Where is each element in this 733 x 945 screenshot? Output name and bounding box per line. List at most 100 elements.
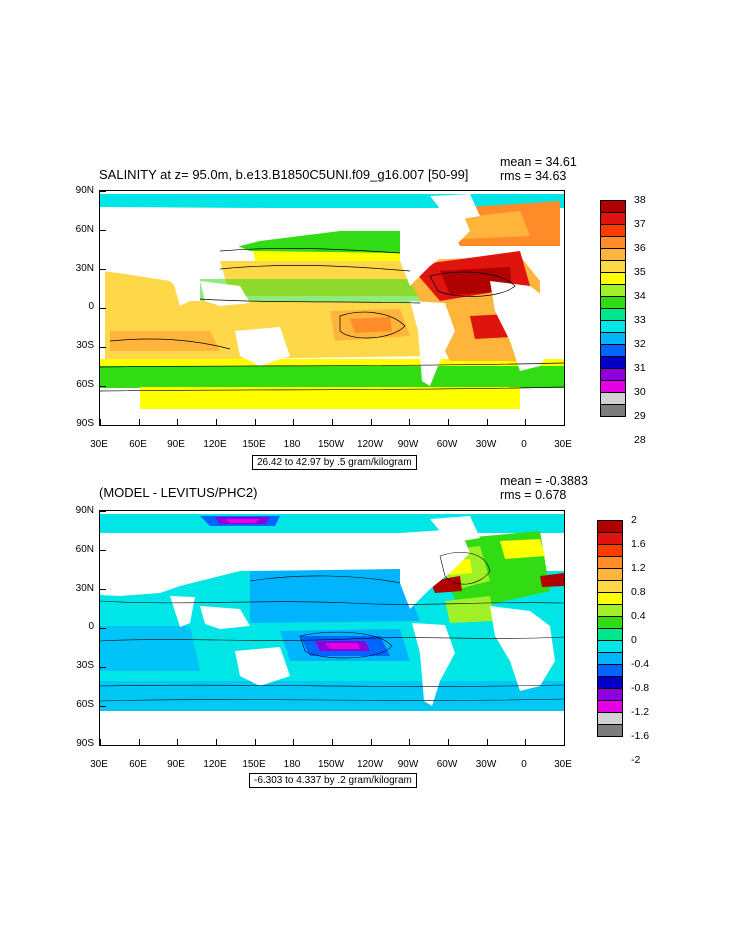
y-tick: 90N	[75, 185, 94, 196]
x-tick: 0	[521, 759, 527, 770]
x-tick: 90E	[167, 759, 185, 770]
legend-swatch	[597, 724, 623, 737]
x-tick: 30E	[90, 439, 108, 450]
tick-mark	[177, 739, 179, 745]
tick-mark	[564, 739, 565, 745]
legend-label: -2	[631, 754, 641, 766]
legend-label: 28	[634, 434, 646, 446]
x-tick: 150W	[317, 759, 345, 770]
x-tick: 0	[521, 439, 527, 450]
difference-mean: mean = -0.3883	[500, 474, 588, 488]
tick-mark	[100, 550, 106, 551]
tick-mark	[564, 419, 565, 425]
x-tick: 120W	[356, 439, 384, 450]
tick-mark	[100, 308, 106, 309]
y-tick: 60N	[75, 224, 94, 235]
legend-label: 32	[634, 338, 646, 350]
legend-label: 33	[634, 314, 646, 326]
difference-title: (MODEL - LEVITUS/PHC2)	[99, 485, 258, 500]
y-tick: 30S	[76, 340, 94, 351]
legend-label: 0.8	[631, 586, 646, 598]
x-tick: 90W	[397, 439, 419, 450]
tick-mark	[100, 269, 106, 270]
tick-mark	[100, 589, 106, 590]
x-tick: 60E	[129, 759, 147, 770]
y-tick: 30N	[75, 263, 94, 274]
difference-rms: rms = 0.678	[500, 488, 567, 502]
y-tick: 60S	[76, 699, 94, 710]
x-tick: 90W	[397, 759, 419, 770]
salinity-caption: 26.42 to 42.97 by .5 gram/kilogram	[252, 455, 417, 470]
x-tick: 90E	[167, 439, 185, 450]
legend-label: 34	[634, 290, 646, 302]
tick-mark	[100, 739, 101, 745]
tick-mark	[100, 667, 106, 668]
tick-mark	[216, 739, 217, 745]
legend-label: 38	[634, 194, 646, 206]
x-tick: 120E	[203, 759, 227, 770]
y-tick: 0	[88, 621, 94, 632]
tick-mark	[100, 191, 106, 192]
tick-mark	[100, 745, 106, 746]
x-tick: 120E	[203, 439, 227, 450]
y-tick: 30N	[75, 583, 94, 594]
legend-label: 2	[631, 514, 637, 526]
legend-label: 37	[634, 218, 646, 230]
tick-mark	[138, 419, 140, 425]
y-tick: 60S	[76, 379, 94, 390]
tick-mark	[525, 419, 527, 425]
tick-mark	[332, 419, 333, 425]
legend-label: -0.8	[631, 682, 650, 694]
tick-mark	[138, 739, 140, 745]
legend-label: -1.6	[631, 730, 650, 742]
x-tick: 30E	[90, 759, 108, 770]
legend-swatch	[600, 404, 626, 417]
y-tick: 90S	[76, 738, 94, 749]
difference-map-svg	[100, 511, 564, 745]
x-tick: 30E	[554, 759, 572, 770]
difference-caption: -6.303 to 4.337 by .2 gram/kilogram	[249, 773, 417, 788]
y-tick: 60N	[75, 544, 94, 555]
tick-mark	[409, 419, 411, 425]
tick-mark	[177, 419, 179, 425]
tick-mark	[293, 419, 295, 425]
x-tick: 150E	[242, 439, 266, 450]
legend-label: 36	[634, 242, 646, 254]
y-tick: 30S	[76, 660, 94, 671]
land-mask	[100, 194, 564, 425]
salinity-legend: 38 37 36 35 34 33 32 31 30 29 28	[600, 194, 660, 446]
tick-mark	[216, 419, 217, 425]
legend-label: 30	[634, 386, 646, 398]
tick-mark	[525, 739, 527, 745]
contour-lines	[100, 248, 564, 392]
salinity-mean: mean = 34.61	[500, 155, 577, 169]
tick-mark	[448, 739, 449, 745]
land-mask	[100, 516, 564, 745]
x-tick: 180	[283, 759, 301, 770]
legend-label: 0.4	[631, 610, 646, 622]
x-tick: 180	[283, 439, 301, 450]
salinity-rms: rms = 34.63	[500, 169, 567, 183]
x-tick: 120W	[356, 759, 384, 770]
legend-label: 1.2	[631, 562, 646, 574]
x-tick: 60W	[436, 439, 458, 450]
tick-mark	[409, 739, 411, 745]
legend-label: 29	[634, 410, 646, 422]
difference-legend: 2 1.6 1.2 0.8 0.4 0 -0.4 -0.8 -1.2 -1.6 -2	[597, 514, 657, 766]
tick-mark	[293, 739, 295, 745]
legend-label: 35	[634, 266, 646, 278]
tick-mark	[486, 739, 488, 745]
tick-mark	[370, 739, 372, 745]
tick-mark	[100, 347, 106, 348]
salinity-map	[99, 190, 565, 426]
legend-label: 1.6	[631, 538, 646, 550]
difference-map	[99, 510, 565, 746]
legend-label: 31	[634, 362, 646, 374]
tick-mark	[448, 419, 449, 425]
tick-mark	[100, 386, 106, 387]
y-tick: 0	[88, 301, 94, 312]
tick-mark	[100, 419, 101, 425]
tick-mark	[100, 425, 106, 426]
salinity-map-svg	[100, 191, 564, 425]
x-tick: 60E	[129, 439, 147, 450]
